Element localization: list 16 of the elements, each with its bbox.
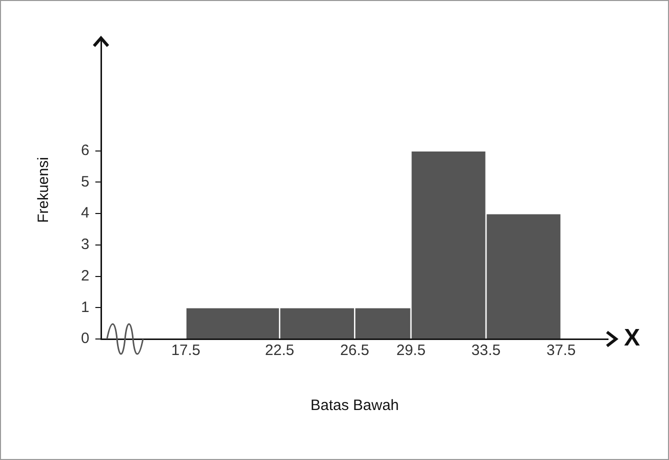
x-tick-label: 17.5 <box>171 342 200 360</box>
x-tick-label: 26.5 <box>340 342 370 360</box>
y-tick-label: 4 <box>81 204 90 222</box>
x-tick-label: 22.5 <box>265 342 294 360</box>
x-tick-label: 33.5 <box>471 342 501 360</box>
text: X <box>624 324 640 352</box>
y-tick-label: 1 <box>81 298 90 316</box>
x-axis-title: Batas Bawah <box>310 397 399 414</box>
y-tick-label: 3 <box>81 236 90 254</box>
x-tick-label: 29.5 <box>396 342 426 360</box>
y-tick-label: 0 <box>81 330 90 348</box>
y-axis-title: Frekuensi <box>35 157 52 223</box>
y-tick-label: 6 <box>81 142 90 159</box>
x-tick-label: 37.5 <box>546 342 576 360</box>
y-tick-label: 5 <box>81 173 90 190</box>
y-tick-label: 2 <box>81 267 90 284</box>
